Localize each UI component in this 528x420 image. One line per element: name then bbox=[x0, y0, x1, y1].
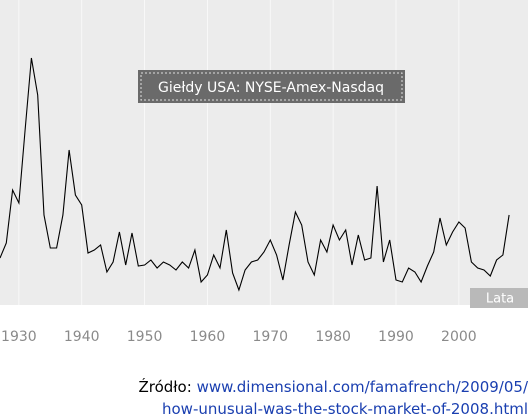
chart: Giełdy USA: NYSE-Amex-Nasdaq Lata 1930 19… bbox=[0, 0, 528, 345]
x-tick-label: 1950 bbox=[127, 329, 163, 345]
source-link[interactable]: how-unusual-was-the-stock-market-of-2008… bbox=[162, 400, 528, 418]
source-line-1: Źródło: www.dimensional.com/famafrench/2… bbox=[0, 378, 528, 396]
chart-title: Giełdy USA: NYSE-Amex-Nasdaq bbox=[158, 80, 384, 96]
x-tick-label: 1970 bbox=[252, 329, 288, 345]
plot-background bbox=[0, 0, 528, 305]
source-line-2: how-unusual-was-the-stock-market-of-2008… bbox=[0, 400, 528, 418]
x-tick-label: 2000 bbox=[441, 329, 477, 345]
x-axis-label: Lata bbox=[486, 292, 514, 307]
x-tick-label: 1980 bbox=[315, 329, 351, 345]
source-label: Źródło: bbox=[138, 378, 192, 396]
x-tick-label: 1930 bbox=[1, 329, 37, 345]
title-box bbox=[138, 70, 405, 103]
x-tick-label: 1960 bbox=[190, 329, 226, 345]
x-tick-label: 1990 bbox=[378, 329, 414, 345]
source-link[interactable]: www.dimensional.com/famafrench/2009/05/ bbox=[196, 378, 528, 396]
x-label-box bbox=[470, 288, 528, 308]
x-tick-label: 1940 bbox=[64, 329, 100, 345]
data-line bbox=[0, 57, 510, 292]
